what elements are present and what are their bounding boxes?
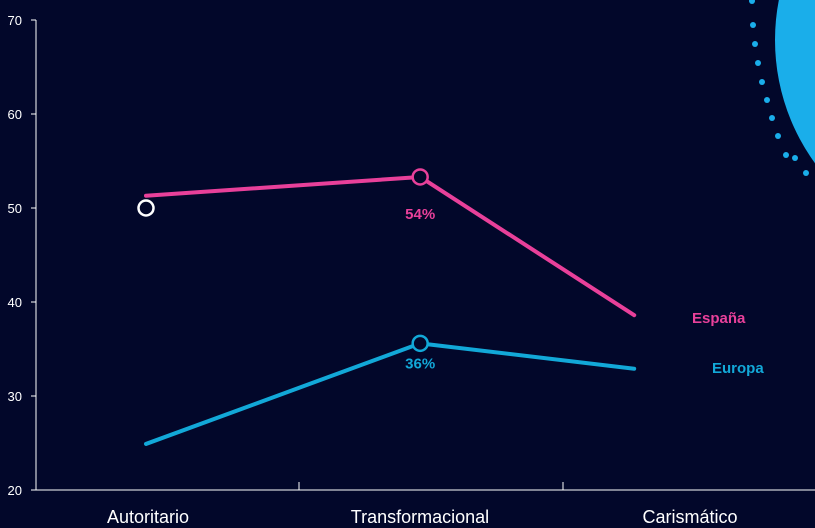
decorative-dot [749,0,755,4]
x-category-label: Autoritario [107,507,189,527]
data-label: 54% [405,206,435,223]
chart-axes: 20 30 40 50 60 70 Autoritario Transformacional C… [8,13,815,527]
decorative-dot [750,22,756,28]
decorative-dot [759,79,765,85]
decorative-arc [775,0,815,164]
decorative-dot [803,170,809,176]
decorative-dot [764,97,770,103]
y-tick-label: 40 [8,295,22,310]
decorative-dot [752,41,758,47]
series-line-1 [144,341,637,446]
y-tick-label: 70 [8,13,22,28]
data-point-marker [411,168,429,186]
y-tick-label: 50 [8,201,22,216]
data-point-marker [137,199,155,217]
decorative-dot [755,60,761,66]
decorative-circle [749,0,815,176]
x-category-label: Carismático [642,507,737,527]
series-name-label: España [692,310,746,327]
y-tick-label: 20 [8,483,22,498]
y-tick-label: 30 [8,389,22,404]
decorative-dot [792,155,798,161]
series-name-label: Europa [712,360,764,377]
series-line-0 [144,174,637,318]
decorative-dot [769,115,775,121]
series-lines [137,168,637,446]
decorative-dot [783,152,789,158]
decorative-dot [775,133,781,139]
chart-labels: 54% España 36% Europa [405,206,764,377]
y-tick-label: 60 [8,107,22,122]
data-label: 36% [405,355,435,372]
x-category-label: Transformacional [351,507,489,527]
data-point-marker [411,334,429,353]
